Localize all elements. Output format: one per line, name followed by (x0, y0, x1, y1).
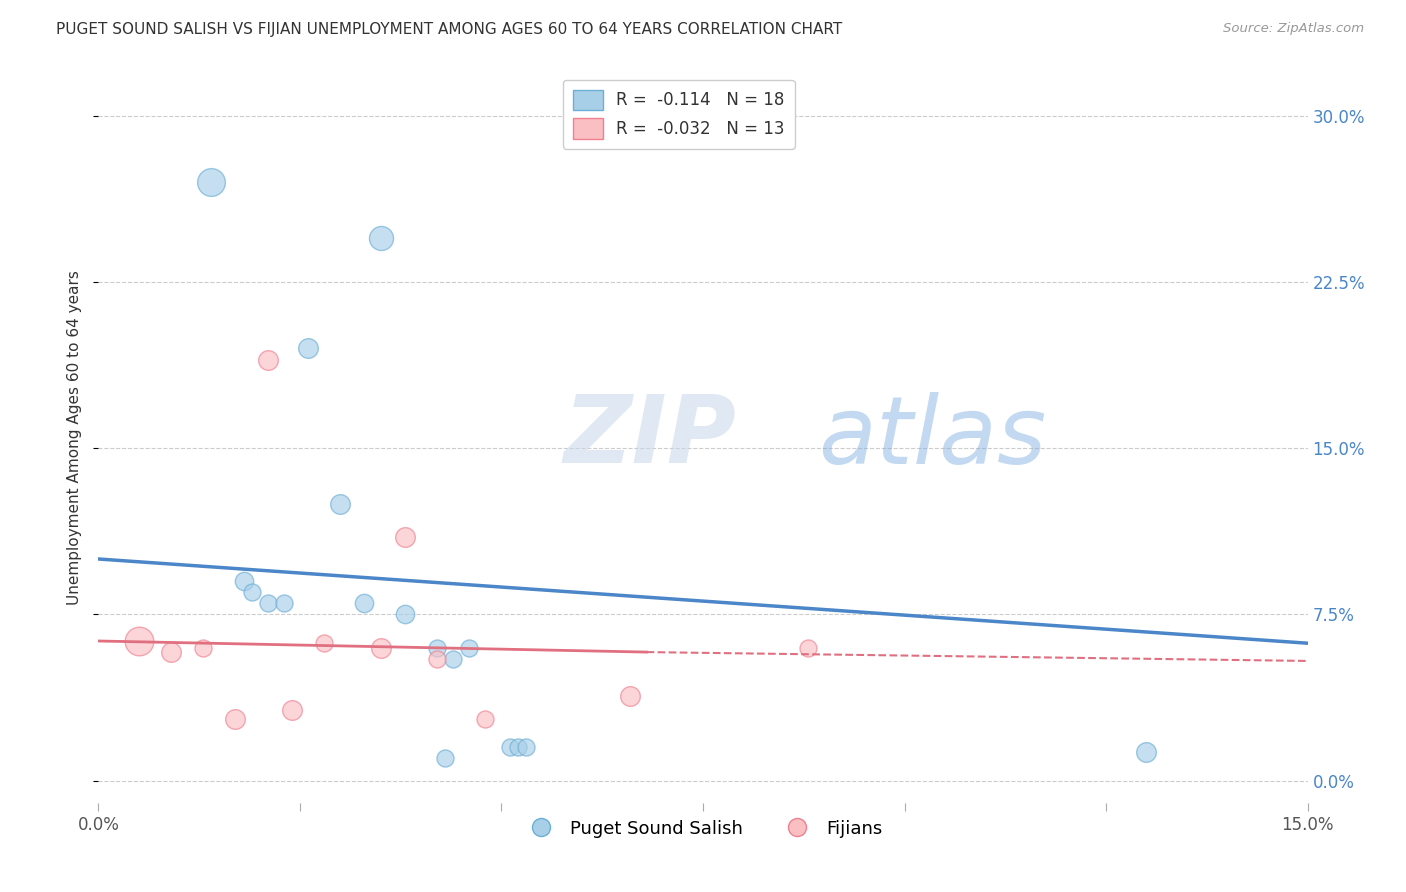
Point (329, 497, 352, 511)
Point (273, 596, 295, 610)
Text: atlas: atlas (818, 392, 1046, 483)
Point (256, 352, 278, 367)
Text: ZIP: ZIP (564, 391, 737, 483)
Point (426, 640, 449, 655)
Point (797, 640, 820, 655)
Text: Source: ZipAtlas.com: Source: ZipAtlas.com (1223, 22, 1364, 36)
Point (256, 596, 278, 610)
Point (474, 712, 496, 726)
Point (434, 751, 457, 765)
Point (297, 342, 319, 356)
Point (200, 175, 222, 189)
Point (394, 607, 416, 622)
Point (619, 690, 641, 704)
Point (128, 634, 150, 648)
Point (281, 703, 304, 717)
Point (394, 530, 416, 544)
Point (458, 640, 481, 655)
Point (232, 574, 254, 589)
Point (1135, 745, 1157, 759)
Y-axis label: Unemployment Among Ages 60 to 64 years: Unemployment Among Ages 60 to 64 years (67, 269, 83, 605)
Point (240, 585, 263, 599)
Point (370, 230, 392, 244)
Point (498, 740, 520, 755)
Point (506, 740, 529, 755)
Point (314, 636, 336, 650)
Point (426, 651, 449, 665)
Point (441, 651, 464, 665)
Text: PUGET SOUND SALISH VS FIJIAN UNEMPLOYMENT AMONG AGES 60 TO 64 YEARS CORRELATION : PUGET SOUND SALISH VS FIJIAN UNEMPLOYMEN… (56, 22, 842, 37)
Point (193, 640, 215, 655)
Point (515, 740, 537, 755)
Legend: Puget Sound Salish, Fijians: Puget Sound Salish, Fijians (516, 813, 890, 845)
Point (370, 640, 392, 655)
Point (160, 645, 183, 659)
Point (224, 712, 246, 726)
Point (353, 596, 375, 610)
